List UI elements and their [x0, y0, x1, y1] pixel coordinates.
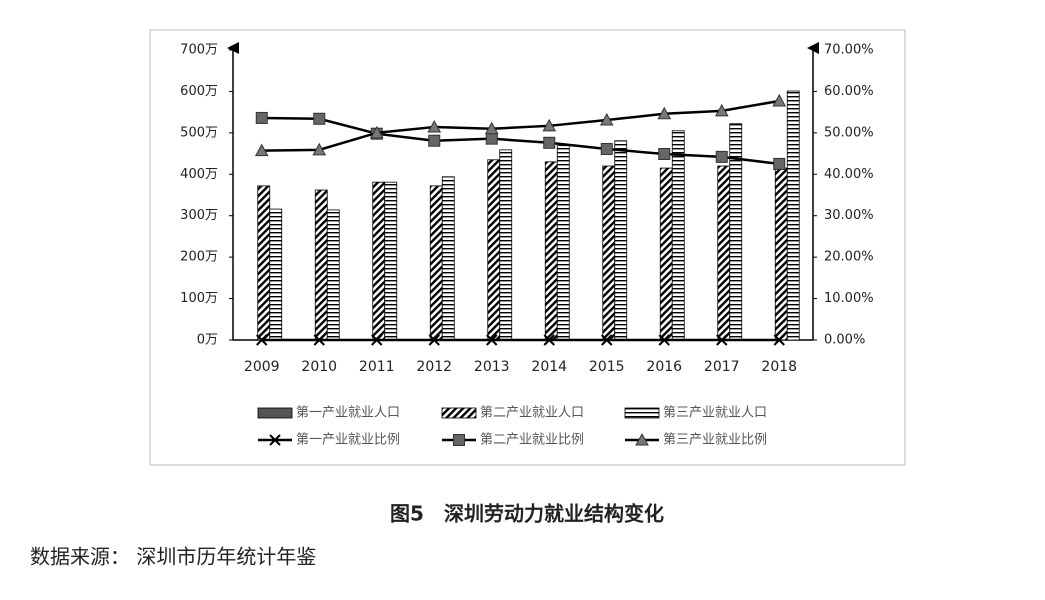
x-tick-label: 2016 [646, 359, 682, 375]
x-tick-label: 2009 [244, 359, 280, 375]
line-marker [543, 334, 555, 346]
bar [499, 149, 513, 341]
y2-tick-label: 30.00% [824, 208, 874, 223]
y2-tick-label: 0.00% [824, 333, 865, 348]
bar [544, 161, 558, 341]
line-marker [715, 150, 728, 163]
line-marker [484, 121, 499, 135]
x-tick-label: 2010 [301, 359, 337, 375]
line-marker [255, 111, 268, 124]
bar [269, 208, 283, 341]
bar [671, 130, 685, 341]
line [261, 99, 780, 152]
bar [717, 165, 731, 341]
y-tick-label: 500万 [180, 125, 218, 140]
line-marker [657, 106, 672, 120]
bar [659, 167, 673, 341]
bar [602, 165, 616, 341]
x-tick-label: 2012 [416, 359, 452, 375]
bar [384, 181, 398, 341]
line-marker [427, 120, 442, 133]
legend-swatch [441, 407, 477, 419]
line-marker [542, 118, 557, 132]
y2-tick-label: 50.00% [824, 125, 874, 140]
line-marker [428, 134, 441, 147]
bar [314, 189, 328, 341]
source-note: 数据来源： 深圳市历年统计年鉴 [30, 545, 316, 569]
legend-swatch [257, 407, 293, 419]
line-marker [543, 136, 556, 149]
y2-tick-label: 20.00% [824, 250, 874, 265]
line-marker [312, 142, 327, 156]
bar [326, 209, 340, 341]
x-tick-label: 2018 [761, 359, 797, 375]
legend-marker [269, 434, 281, 446]
y-tick-label: 700万 [180, 43, 218, 58]
line-marker [254, 143, 269, 157]
caption: 图5 深圳劳动力就业结构变化 [390, 502, 664, 526]
bar [441, 176, 455, 341]
bar [729, 123, 743, 341]
legend-label: 第一产业就业比例 [296, 433, 400, 448]
y2-tick-label: 40.00% [824, 167, 874, 182]
line-marker [658, 334, 670, 346]
line-marker [313, 112, 326, 125]
legend-label: 第一产业就业人口 [296, 406, 400, 421]
line-marker [599, 112, 614, 126]
legend-label: 第三产业就业人口 [663, 406, 767, 421]
y2-tick-label: 70.00% [824, 43, 874, 58]
line-marker [716, 334, 728, 346]
x-tick-label: 2015 [589, 359, 625, 375]
line-marker [773, 334, 785, 346]
line [261, 116, 780, 166]
line-marker [485, 132, 498, 145]
y-tick-label: 100万 [180, 291, 218, 306]
line-marker [486, 334, 498, 346]
line-marker [773, 157, 786, 170]
bar [257, 185, 271, 341]
line-marker [371, 334, 383, 346]
line-marker [600, 143, 613, 156]
line-marker [601, 334, 613, 346]
bar [556, 145, 570, 341]
line-marker [369, 125, 384, 139]
line-marker [313, 334, 325, 346]
bar [774, 167, 788, 341]
legend-marker [453, 434, 465, 446]
line-marker [714, 103, 729, 117]
x-tick-label: 2011 [359, 359, 395, 375]
line-marker [428, 334, 440, 346]
legend-label: 第三产业就业比例 [663, 433, 767, 448]
legend-label: 第二产业就业比例 [480, 433, 584, 448]
bar [429, 185, 443, 341]
x-tick-label: 2017 [704, 359, 740, 375]
y-tick-label: 300万 [180, 208, 218, 223]
legend-swatch [624, 407, 660, 419]
x-tick-label: 2014 [531, 359, 567, 375]
line-marker [658, 147, 671, 160]
legend-label: 第二产业就业人口 [480, 406, 584, 421]
bar [487, 159, 501, 341]
y-tick-label: 0万 [197, 333, 218, 348]
bar [786, 90, 800, 341]
y2-tick-label: 60.00% [824, 84, 874, 99]
line-marker [772, 93, 787, 107]
legend-marker [635, 432, 649, 446]
bar [614, 140, 628, 341]
y-tick-label: 400万 [180, 167, 218, 182]
y-tick-label: 600万 [180, 84, 218, 99]
x-tick-label: 2013 [474, 359, 510, 375]
y2-tick-label: 10.00% [824, 291, 874, 306]
bar [372, 181, 386, 341]
y-tick-label: 200万 [180, 250, 218, 265]
line-marker [256, 334, 268, 346]
